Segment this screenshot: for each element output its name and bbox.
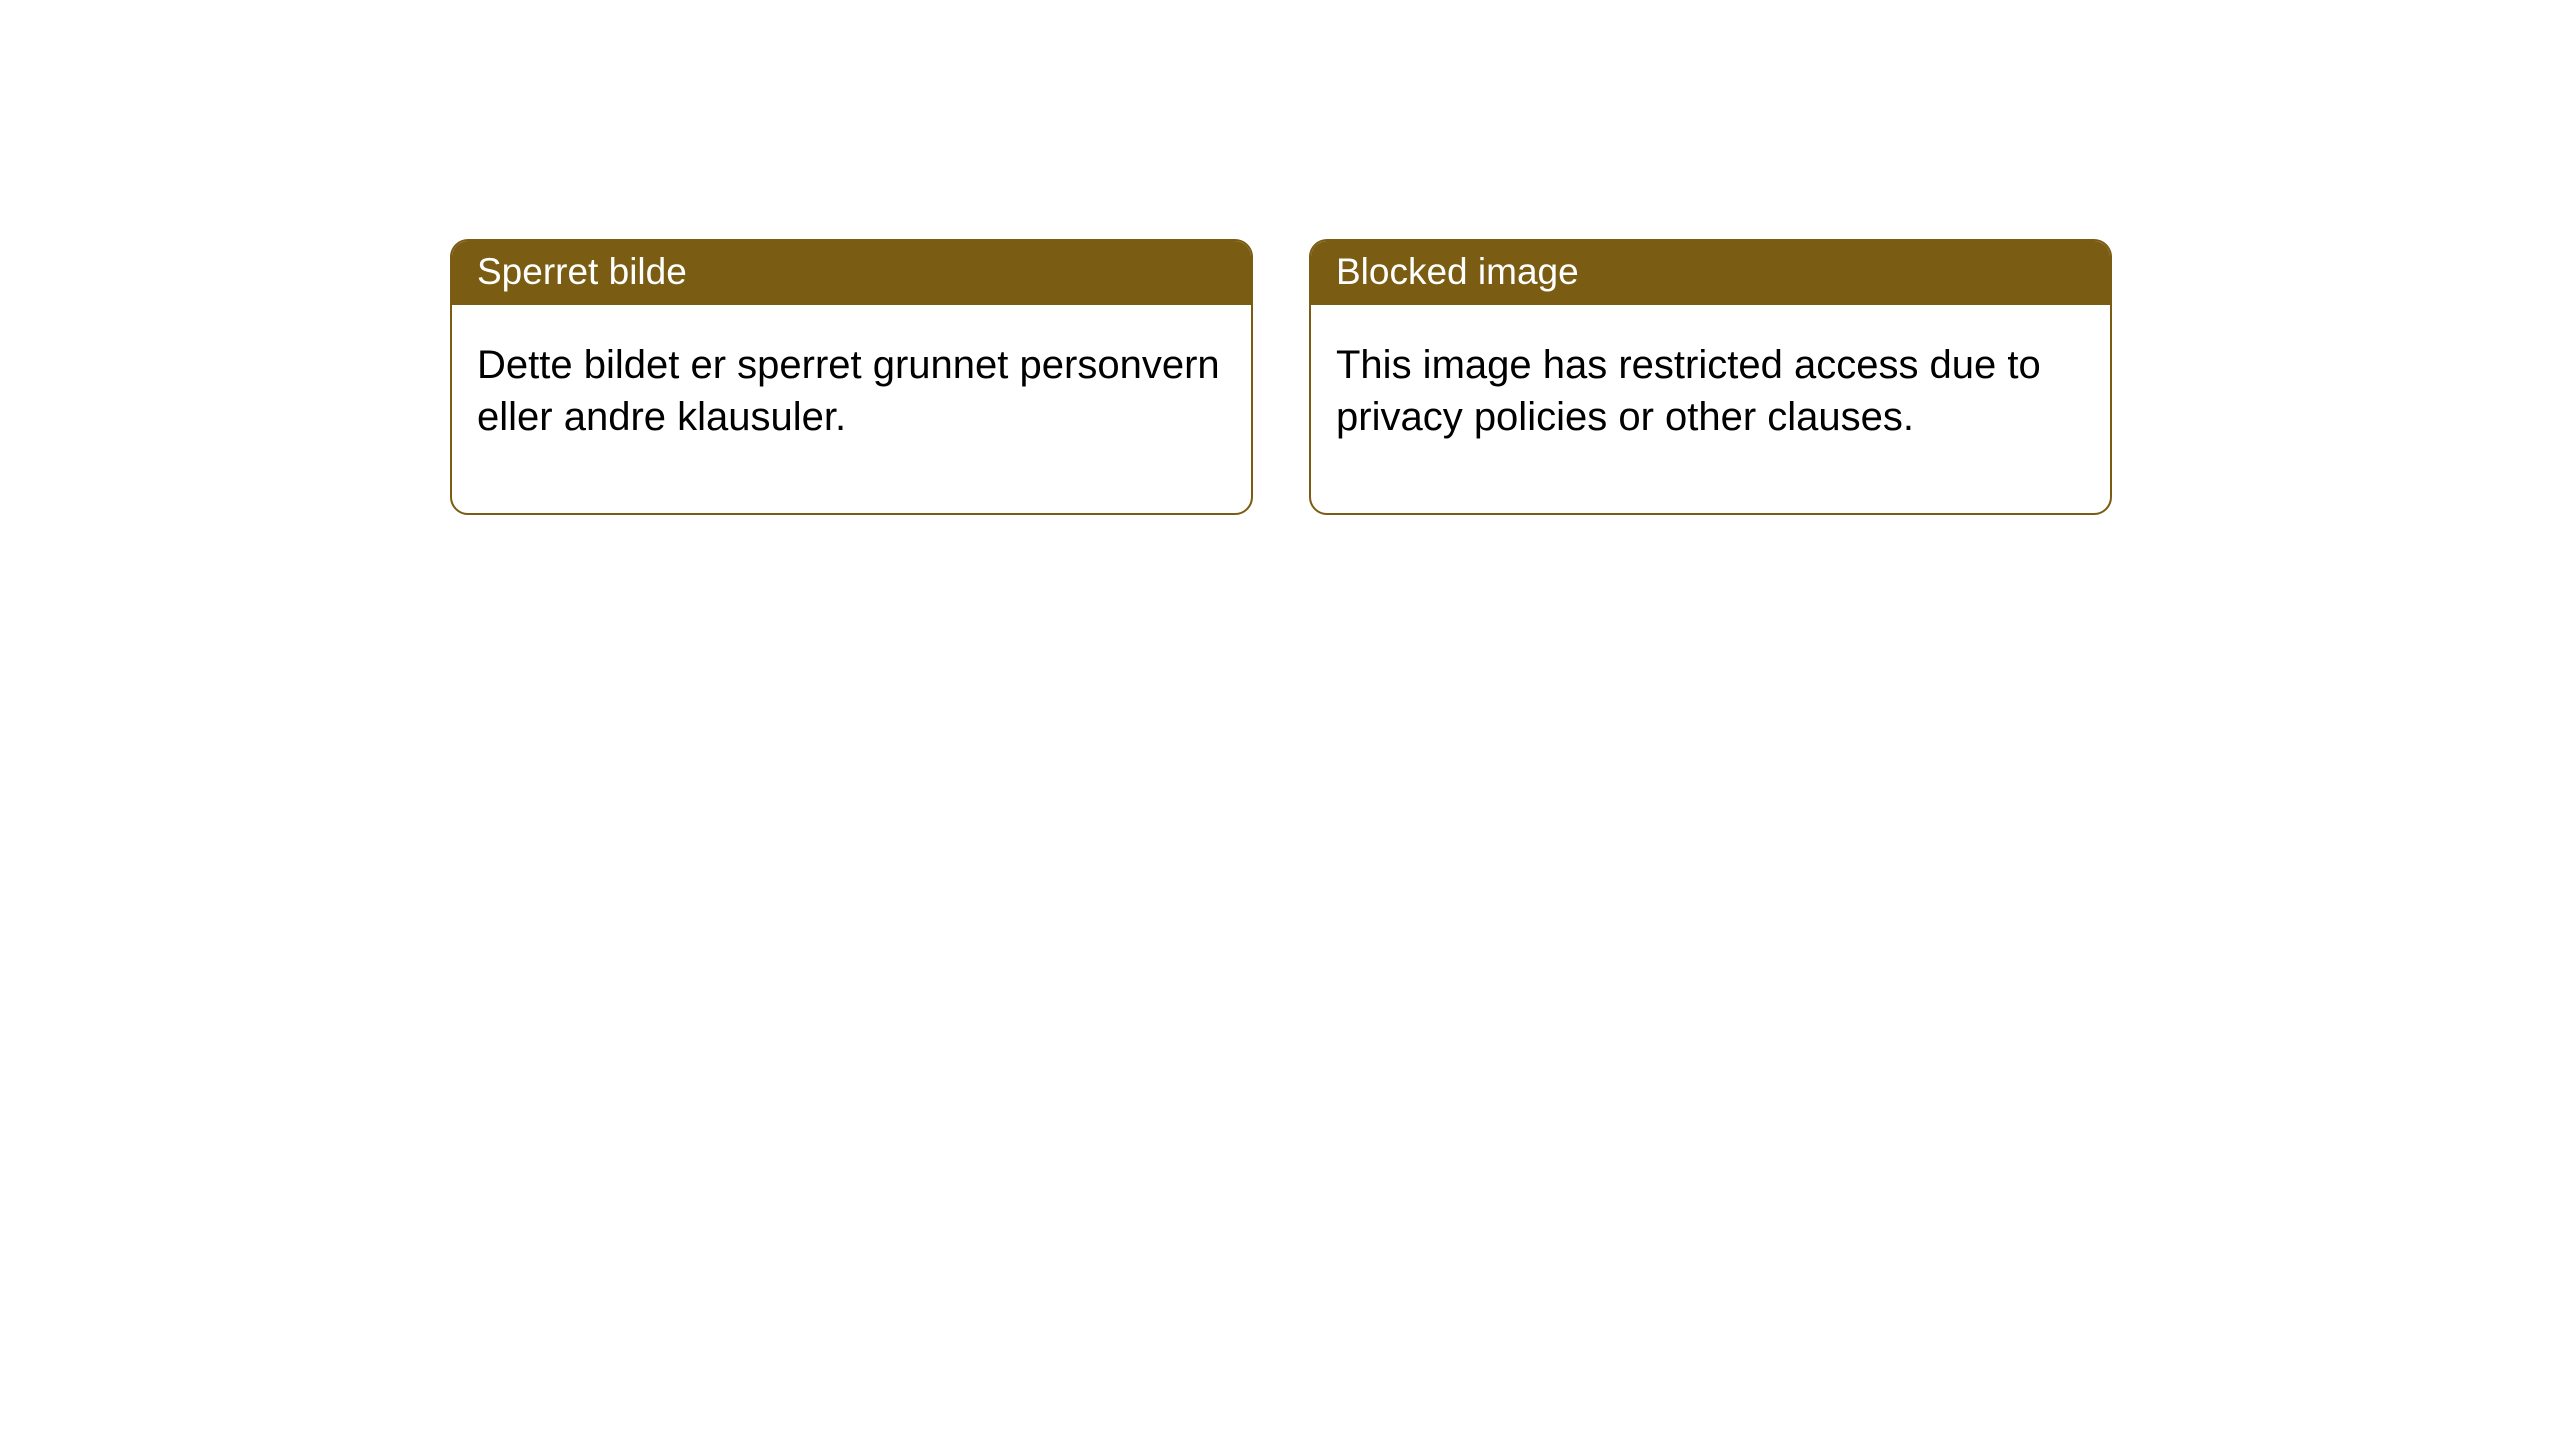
notice-title: Sperret bilde xyxy=(452,241,1251,305)
notice-title: Blocked image xyxy=(1311,241,2110,305)
notice-body: Dette bildet er sperret grunnet personve… xyxy=(452,305,1251,513)
notice-body: This image has restricted access due to … xyxy=(1311,305,2110,513)
notice-container: Sperret bilde Dette bildet er sperret gr… xyxy=(0,0,2560,515)
blocked-image-notice-en: Blocked image This image has restricted … xyxy=(1309,239,2112,515)
blocked-image-notice-no: Sperret bilde Dette bildet er sperret gr… xyxy=(450,239,1253,515)
